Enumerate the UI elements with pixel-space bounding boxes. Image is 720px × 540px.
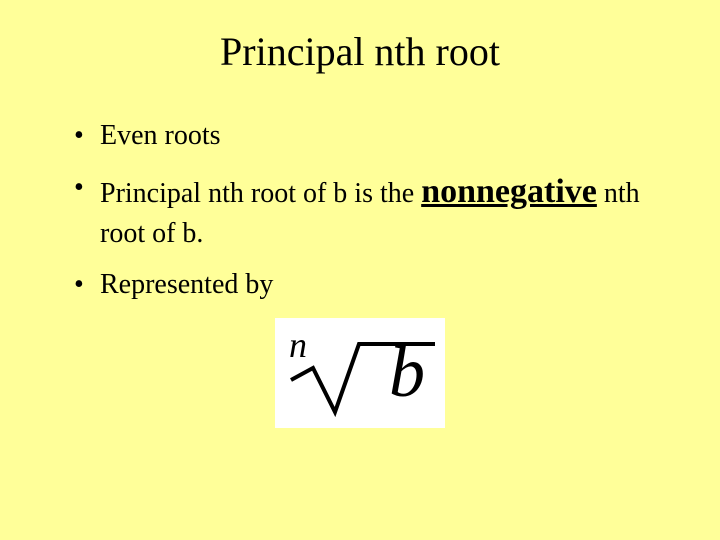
bullet-item: Even roots [74,117,660,155]
bullet-list: Even roots Principal nth root of b is th… [60,117,660,304]
bullet-text: Represented by [100,269,273,300]
bullet-prefix: Principal nth root of b is the [100,178,421,209]
bullet-item: Principal nth root of b is the nonnegati… [74,169,660,253]
radical-radicand: b [389,336,425,408]
bullet-emph: nonnegative [421,173,597,210]
bullet-text: Even roots [100,120,221,151]
slide: Principal nth root Even roots Principal … [0,0,720,540]
slide-title: Principal nth root [60,28,660,75]
radical-container: n b [60,318,660,428]
bullet-item: Represented by [74,266,660,304]
radical-symbol: n b [275,318,445,428]
